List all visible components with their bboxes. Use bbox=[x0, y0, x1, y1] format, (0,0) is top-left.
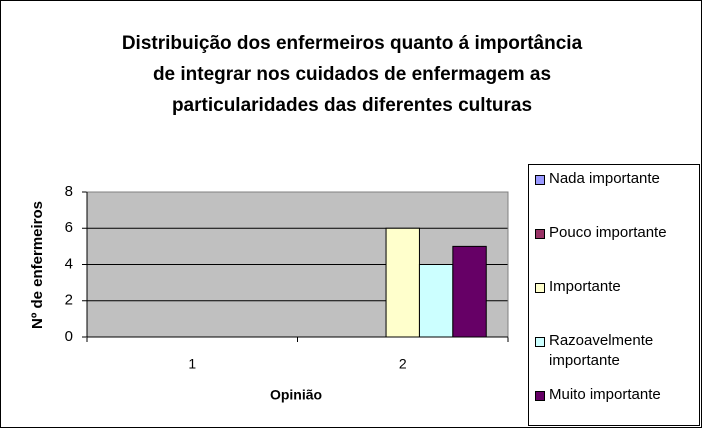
legend-label: Pouco importante bbox=[549, 224, 667, 241]
y-tick-label: 6 bbox=[65, 219, 73, 236]
bar bbox=[452, 245, 487, 338]
bar bbox=[418, 264, 454, 338]
legend-label: Importante bbox=[549, 278, 621, 295]
legend-item: Pouco importante bbox=[535, 223, 700, 243]
legend-label: Razoavelmente importante bbox=[549, 332, 654, 369]
legend-label: Nada importante bbox=[549, 170, 660, 187]
legend-label: Muito importante bbox=[549, 386, 661, 403]
chart-title: Distribuição dos enfermeiros quanto á im… bbox=[121, 33, 583, 116]
legend-swatch bbox=[535, 175, 545, 185]
y-tick-label: 4 bbox=[65, 255, 73, 272]
x-tick-label: 2 bbox=[399, 356, 407, 372]
legend-item: Importante bbox=[535, 277, 700, 297]
x-axis-label: Opinião bbox=[270, 387, 322, 403]
legend-item: Muito importante bbox=[535, 385, 700, 405]
legend-swatch bbox=[535, 391, 545, 401]
x-tick-label: 1 bbox=[188, 356, 196, 372]
bar bbox=[385, 227, 420, 338]
y-tick-label: 8 bbox=[65, 183, 73, 200]
legend-swatch bbox=[535, 229, 545, 239]
legend: Nada importante Pouco importante Important… bbox=[528, 164, 700, 426]
y-axis-label: Nº de enfermeiros bbox=[29, 201, 46, 329]
legend-swatch bbox=[535, 337, 545, 347]
y-tick-label: 2 bbox=[65, 292, 73, 309]
legend-item: Nada importante bbox=[535, 169, 700, 189]
legend-item: Razoavelmente importante bbox=[535, 331, 700, 371]
legend-swatch bbox=[535, 283, 545, 293]
y-tick-label: 0 bbox=[65, 328, 73, 345]
